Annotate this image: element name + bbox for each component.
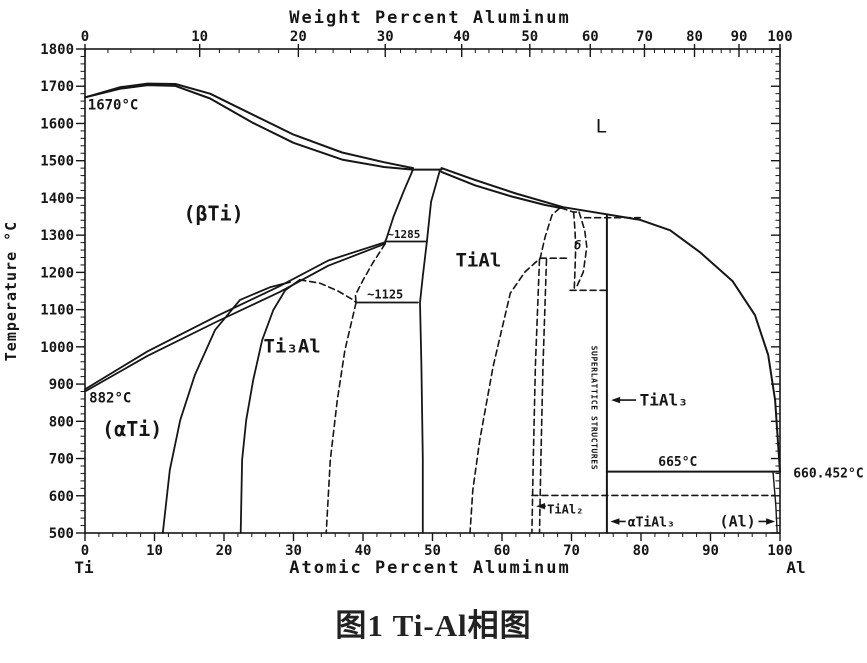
curve-delta-left-dashed	[572, 211, 577, 289]
curve-beta-transus-lower	[84, 242, 387, 393]
label-1670: 1670°C	[88, 98, 139, 114]
y-tick-label: 1400	[40, 191, 74, 207]
y-tick-label: 700	[49, 452, 74, 468]
arrow-al-head	[766, 518, 776, 525]
y-tick-label: 1600	[40, 116, 74, 132]
figure-caption: 图1 Ti-Al相图	[335, 608, 532, 643]
y-tick-label: 1500	[40, 154, 74, 170]
y-tick-label: 1000	[40, 340, 74, 356]
label-liquid: L	[596, 115, 607, 137]
wt-tick-label: 90	[731, 29, 748, 45]
x-tick-label: 20	[216, 543, 233, 559]
curve-gamma-liquidus	[440, 167, 781, 473]
wt-tick-label: 70	[636, 29, 653, 45]
x-tick-label: 0	[81, 543, 89, 559]
curve-al-solvus	[772, 471, 778, 534]
bottom-axis-title: Atomic Percent Aluminum	[289, 558, 570, 578]
y-tick-label: 800	[49, 414, 74, 430]
wt-tick-label: 40	[453, 29, 470, 45]
curve-beta-solidus	[84, 84, 414, 171]
x-tick-label: 80	[633, 543, 650, 559]
curve-gamma-right-dashed	[469, 207, 561, 534]
x-tick-label: 100	[767, 543, 792, 559]
label-ti3al: Ti₃Al	[264, 335, 321, 357]
curve-alpha-alpha2-boundary	[161, 281, 291, 534]
wt-tick-label: 60	[582, 29, 599, 45]
curve-beta-alpha2-dashed	[354, 242, 386, 304]
y-tick-label: 1700	[40, 79, 74, 95]
label-beta-ti: (βTi)	[183, 201, 243, 225]
y-tick-label: 1100	[40, 303, 74, 319]
x-tick-label: 70	[563, 543, 580, 559]
label-1125: ~1125	[367, 287, 403, 301]
label-superlattice: SUPERLATTICE STRUCTURES	[590, 346, 599, 471]
label-tial: TiAl	[455, 249, 501, 271]
curve-delta-right-dashed	[574, 211, 588, 290]
wt-tick-label: 0	[81, 29, 89, 45]
x-tick-label: 50	[424, 543, 441, 559]
x-tick-label: 40	[355, 543, 372, 559]
label-tial3: TiAl₃	[640, 391, 688, 410]
label-tial2: TiAl₂	[547, 502, 583, 516]
curve-alpha2-left-boundary	[239, 278, 301, 534]
curves-group	[84, 82, 781, 534]
curve-alpha2-dome-right-dashed	[299, 279, 357, 304]
wt-tick-label: 80	[686, 29, 703, 45]
top-axis-title: Weight Percent Aluminum	[289, 8, 570, 28]
y-tick-label: 500	[49, 526, 74, 542]
curve-delta-top-dashed	[560, 207, 580, 213]
curve-beta-transus-upper	[84, 241, 387, 391]
curve-tial2-right-dashed	[538, 258, 548, 534]
wt-tick-label: 30	[377, 29, 394, 45]
arrow-alpha-tial3-head	[610, 518, 620, 525]
curve-liquidus-left	[84, 82, 414, 170]
label-665: 665°C	[658, 455, 697, 470]
curve-gamma-left	[419, 168, 441, 534]
wt-tick-label: 50	[521, 29, 538, 45]
y-tick-label: 600	[49, 489, 74, 505]
label-alpha-tial3: αTiAl₃	[628, 515, 675, 530]
label-882: 882°C	[89, 390, 131, 406]
y-tick-label: 1800	[40, 42, 74, 58]
al-end-member: Al	[786, 558, 805, 577]
label-al-phase: (Al)	[720, 512, 756, 530]
left-axis-title: Temperature °C	[2, 221, 20, 361]
axes-group: 5006007008009001000110012001300140015001…	[2, 8, 806, 578]
y-tick-label: 1300	[40, 228, 74, 244]
x-tick-label: 60	[494, 543, 511, 559]
curve-gamma-solidus	[440, 170, 563, 209]
curve-tial2-left-dashed	[531, 258, 541, 534]
label-660-452: 660.452°C	[793, 467, 863, 482]
label-delta: δ	[574, 238, 581, 252]
label-1285: ~1285	[387, 228, 420, 241]
curve-alpha2-gamma-boundary-dashed	[325, 301, 357, 534]
x-tick-label: 30	[285, 543, 302, 559]
arrow-tial2-head	[536, 503, 546, 510]
phase-diagram-svg: 5006007008009001000110012001300140015001…	[2, 8, 864, 578]
y-tick-label: 900	[49, 377, 74, 393]
x-tick-label: 10	[146, 543, 163, 559]
wt-tick-label: 100	[767, 29, 792, 45]
label-alpha-ti: (αTi)	[102, 417, 162, 441]
wt-tick-label: 10	[191, 29, 208, 45]
x-tick-label: 90	[702, 543, 719, 559]
wt-tick-label: 20	[290, 29, 307, 45]
ti-end-member: Ti	[74, 558, 94, 577]
y-tick-label: 1200	[40, 265, 74, 281]
arrow-tial3-head	[611, 396, 621, 404]
curve-beta-gamma-left	[384, 168, 414, 243]
labels-group: 1670°C 882°C (βTi) (αTi) Ti₃Al TiAl L ~1285 ~112…	[88, 98, 864, 531]
